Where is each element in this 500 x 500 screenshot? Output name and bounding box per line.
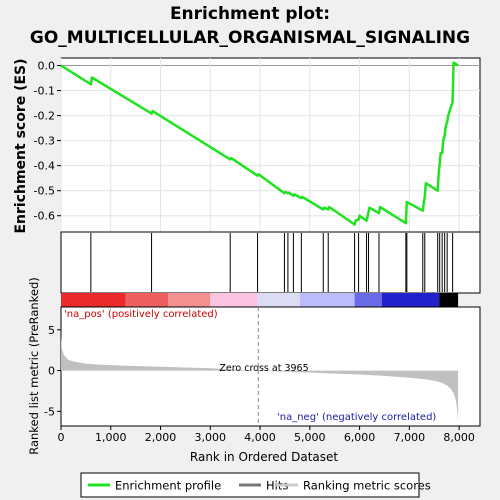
x-tick-label: 6,000 xyxy=(344,431,376,444)
legend-item-ranking-metric: Ranking metric scores xyxy=(303,479,431,493)
x-tick-label: 7,000 xyxy=(394,431,426,444)
rank-bar-segment xyxy=(210,293,258,307)
chart-title-line1: Enrichment plot: xyxy=(169,4,331,24)
x-tick-label: 2,000 xyxy=(145,431,177,444)
es-gridlines xyxy=(60,58,480,232)
es-y-tick-label: -0.6 xyxy=(34,210,55,223)
rank-bar-segment xyxy=(439,293,459,307)
metric-y-axis-label: Ranked list metric (PreRanked) xyxy=(27,277,41,455)
es-y-ticks: 0.0 -0.1 -0.2 -0.3 -0.4 -0.5 -0.6 xyxy=(34,60,61,223)
positive-correlation-label: 'na_pos' (positively correlated) xyxy=(64,309,218,320)
rank-bar-segment xyxy=(381,293,440,307)
es-y-tick-label: -0.3 xyxy=(34,135,55,148)
metric-y-tick-label: 5 xyxy=(48,324,55,337)
metric-y-tick-label: -5 xyxy=(44,405,55,418)
x-tick-label: 3,000 xyxy=(195,431,227,444)
metric-y-ticks: 5 0 -5 xyxy=(44,324,61,418)
negative-correlation-label: 'na_neg' (negatively correlated) xyxy=(277,412,436,423)
hits-plot-area xyxy=(60,231,481,294)
es-y-tick-label: -0.5 xyxy=(34,185,55,198)
es-y-axis-label: Enrichment score (ES) xyxy=(13,58,29,233)
enrichment-profile-line xyxy=(60,61,459,226)
x-tick-label: 4,000 xyxy=(244,431,276,444)
es-y-tick-label: -0.4 xyxy=(34,160,55,173)
es-plot-area xyxy=(60,57,481,233)
x-axis-ticks: 0 1,000 2,000 3,000 4,000 5,000 6,000 7,000 8,00… xyxy=(58,426,475,444)
rank-bar-segment xyxy=(125,293,168,307)
es-y-tick-label: -0.2 xyxy=(34,110,55,123)
legend: Enrichment profile Hits Ranking metric s… xyxy=(80,472,431,498)
metric-y-tick-label: 0 xyxy=(48,365,55,378)
x-axis-label: Rank in Ordered Dataset xyxy=(190,450,338,464)
rank-bar-segment xyxy=(61,293,126,307)
rank-bar-segment xyxy=(257,293,300,307)
rank-bar-segment xyxy=(167,293,211,307)
x-tick-label: 8,000 xyxy=(443,431,475,444)
chart-title-line2: GO_MULTICELLULAR_ORGANISMAL_SIGNALING xyxy=(29,28,471,48)
hits-markers xyxy=(90,233,454,292)
es-y-tick-label: -0.1 xyxy=(34,85,55,98)
x-tick-label: 1,000 xyxy=(95,431,127,444)
zero-cross-label: Zero cross at 3965 xyxy=(219,363,308,374)
x-tick-label: 0 xyxy=(58,431,65,444)
x-tick-label: 5,000 xyxy=(294,431,326,444)
rank-bar-segment xyxy=(299,293,355,307)
es-y-tick-label: 0.0 xyxy=(38,60,56,73)
rank-color-bar xyxy=(61,293,459,307)
legend-item-enrichment-profile: Enrichment profile xyxy=(115,479,221,493)
rank-bar-segment xyxy=(354,293,382,307)
